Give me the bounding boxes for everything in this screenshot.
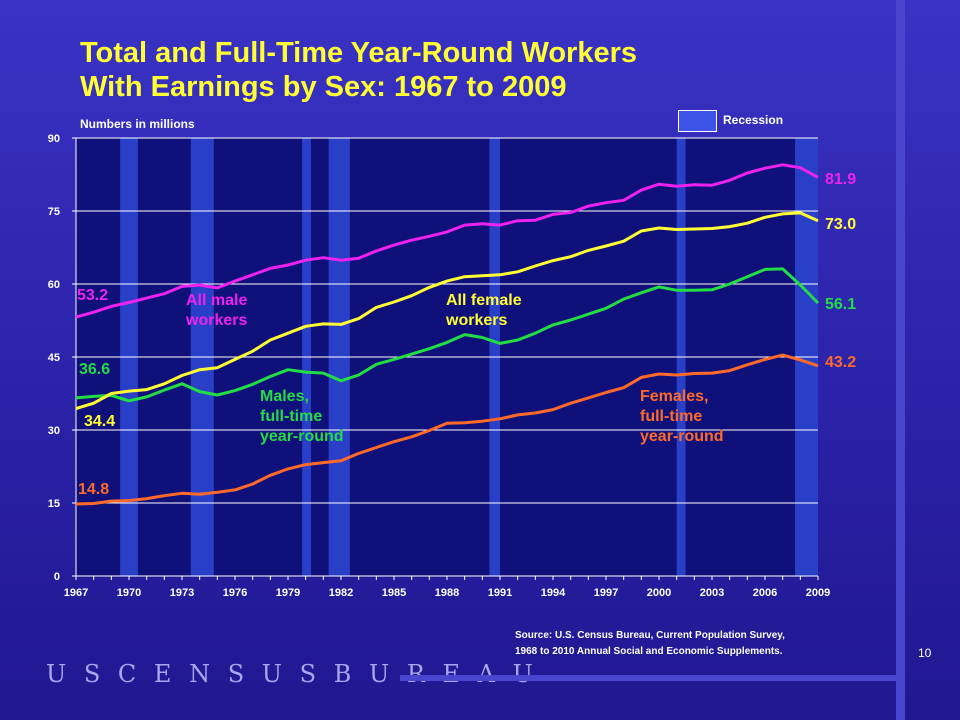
end-value-female-ft: 43.2 bbox=[825, 354, 857, 371]
recession-legend-swatch bbox=[678, 110, 717, 132]
y-tick-label-60: 60 bbox=[48, 279, 60, 291]
x-tick-label-1973: 1973 bbox=[170, 587, 194, 599]
series-line-male-ft bbox=[75, 267, 820, 403]
series-line-female-ft bbox=[75, 353, 819, 506]
title-line-2: With Earnings by Sex: 1967 to 2009 bbox=[80, 71, 567, 103]
start-value-female-ft: 14.8 bbox=[78, 481, 110, 498]
x-tick-label-1979: 1979 bbox=[276, 587, 300, 599]
page-number: 10 bbox=[918, 646, 932, 660]
y-tick-label-90: 90 bbox=[48, 133, 60, 145]
x-tick-label-2006: 2006 bbox=[753, 587, 777, 599]
y-tick-label-30: 30 bbox=[48, 425, 60, 437]
recession-legend-label: Recession bbox=[723, 113, 784, 127]
source-note: Source: U.S. Census Bureau, Current Popu… bbox=[515, 628, 885, 660]
census-bureau-logo: U S C E N S U S B U R E A U bbox=[46, 660, 538, 688]
right-decorative-band bbox=[896, 0, 905, 720]
series-line-all-male bbox=[75, 163, 819, 319]
x-tick-label-1967: 1967 bbox=[64, 587, 88, 599]
x-tick-label-1970: 1970 bbox=[117, 587, 141, 599]
x-tick-label-1988: 1988 bbox=[435, 587, 459, 599]
y-tick-label-45: 45 bbox=[48, 352, 60, 364]
page-title: Total and Full-Time Year-Round Workers W… bbox=[80, 36, 880, 104]
end-value-male-ft: 56.1 bbox=[825, 296, 857, 313]
x-tick-label-2009: 2009 bbox=[806, 587, 830, 599]
x-tick-label-1976: 1976 bbox=[223, 587, 247, 599]
end-value-all-male: 81.9 bbox=[825, 171, 857, 188]
x-tick-label-1997: 1997 bbox=[594, 587, 618, 599]
x-tick-label-2000: 2000 bbox=[647, 587, 671, 599]
series-line-all-female bbox=[75, 211, 819, 411]
y-tick-label-75: 75 bbox=[48, 206, 60, 218]
source-line-1: Source: U.S. Census Bureau, Current Popu… bbox=[515, 630, 785, 641]
label-all-male-workers: All male workers bbox=[186, 292, 248, 329]
y-axis-units-label: Numbers in millions bbox=[80, 117, 195, 131]
x-tick-label-1985: 1985 bbox=[382, 587, 406, 599]
x-tick-label-1982: 1982 bbox=[329, 587, 353, 599]
source-line-2: 1968 to 2010 Annual Social and Economic … bbox=[515, 646, 783, 657]
x-tick-label-2003: 2003 bbox=[700, 587, 724, 599]
start-value-male-ft: 36.6 bbox=[79, 361, 111, 378]
x-tick-label-1991: 1991 bbox=[488, 587, 512, 599]
y-tick-label-0: 0 bbox=[54, 571, 60, 583]
label-all-female-workers: All female workers bbox=[446, 292, 522, 329]
x-tick-label-1994: 1994 bbox=[541, 587, 566, 599]
label-females-full-time: Females, full-time year-round bbox=[640, 388, 724, 445]
start-value-all-female: 34.4 bbox=[84, 413, 116, 430]
footer-rule bbox=[400, 675, 905, 681]
start-value-all-male: 53.2 bbox=[77, 287, 109, 304]
end-value-all-female: 73.0 bbox=[825, 216, 857, 233]
y-tick-label-15: 15 bbox=[48, 498, 60, 510]
title-line-1: Total and Full-Time Year-Round Workers bbox=[80, 37, 638, 69]
label-males-full-time: Males, full-time year-round bbox=[260, 388, 344, 445]
